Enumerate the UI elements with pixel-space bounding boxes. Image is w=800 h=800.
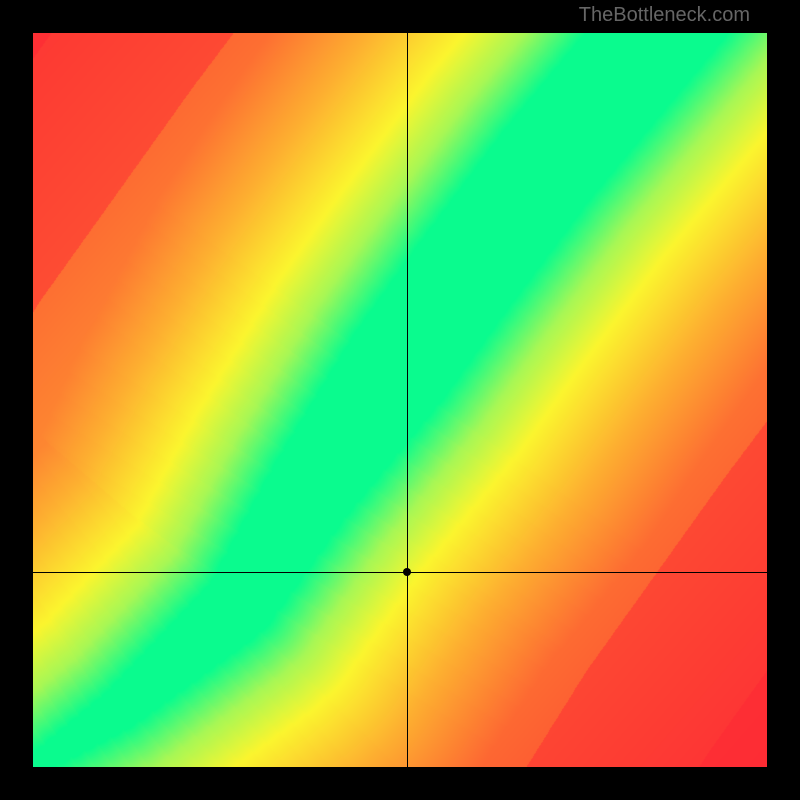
marker-dot (403, 568, 411, 576)
crosshair-horizontal (33, 572, 767, 573)
watermark-text: TheBottleneck.com (579, 4, 750, 27)
heatmap-canvas (33, 33, 767, 767)
crosshair-vertical (407, 33, 408, 767)
chart-container (33, 33, 767, 767)
